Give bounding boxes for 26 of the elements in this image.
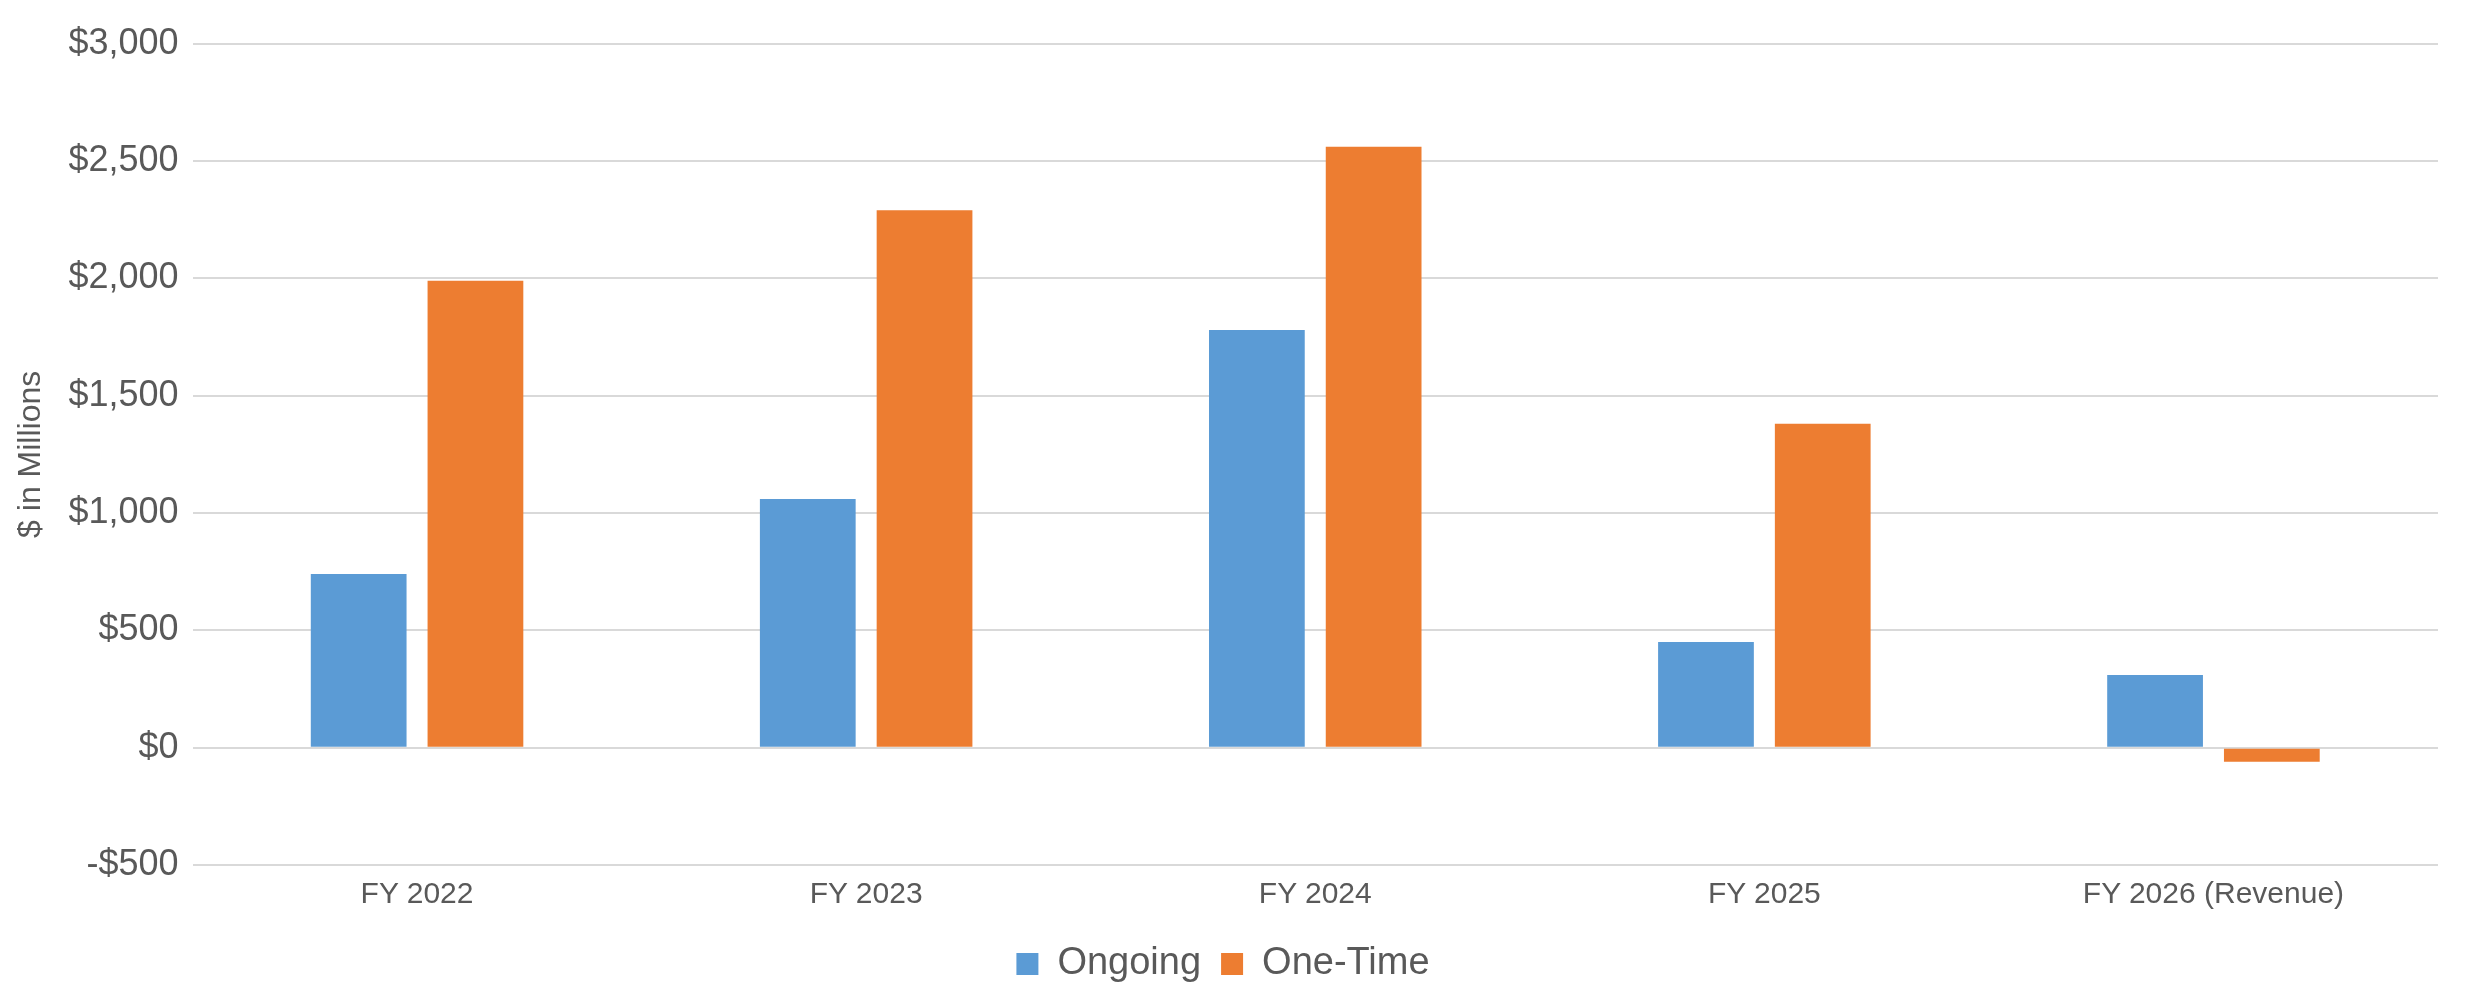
y-tick-label: $2,000 — [68, 255, 179, 297]
bar — [1325, 146, 1422, 747]
bar — [427, 280, 524, 747]
y-tick-label: $500 — [98, 607, 179, 649]
x-tick-label: FY 2024 — [1258, 876, 1372, 910]
x-tick-label: FY 2023 — [809, 876, 923, 910]
bar — [310, 573, 407, 747]
bar — [1658, 642, 1754, 747]
y-tick-label: $2,500 — [68, 137, 179, 179]
bar — [876, 210, 973, 747]
x-tick-label: FY 2022 — [360, 876, 474, 910]
y-axis-title: $ in Millions — [11, 370, 48, 538]
y-tick-label: $1,000 — [68, 489, 179, 531]
legend-label: Ongoing — [1057, 940, 1202, 983]
y-tick-label: $3,000 — [68, 20, 179, 62]
x-tick-label: FY 2026 (Revenue) — [2082, 876, 2345, 910]
x-tick-label: FY 2025 — [1707, 876, 1821, 910]
y-tick-label: $0 — [138, 724, 179, 766]
y-tick-label: -$500 — [86, 841, 179, 883]
bar — [2107, 674, 2203, 747]
bar — [759, 498, 856, 747]
bar — [2223, 748, 2320, 762]
legend-label: One-Time — [1262, 940, 1430, 983]
y-tick-label: $1,500 — [68, 372, 179, 414]
bar — [1774, 423, 1871, 747]
bar — [1209, 329, 1305, 747]
